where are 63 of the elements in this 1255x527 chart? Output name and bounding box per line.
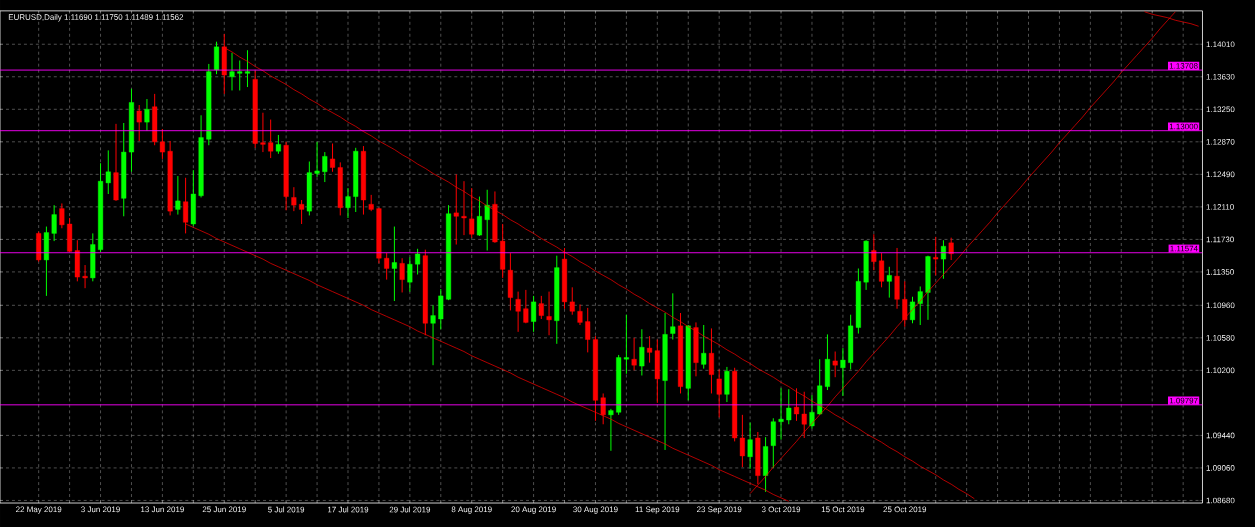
candlestick [430, 304, 436, 366]
candlestick [229, 52, 235, 91]
candlestick [933, 236, 939, 276]
candlestick [778, 387, 784, 441]
candlestick [701, 324, 707, 370]
candlestick [538, 295, 544, 320]
candlestick [314, 141, 320, 178]
candlestick [940, 239, 946, 280]
candlestick [59, 202, 65, 229]
candlestick [214, 41, 220, 75]
candlestick [291, 186, 297, 212]
candlestick [631, 337, 637, 371]
candlestick [144, 98, 150, 132]
candlestick [786, 388, 792, 425]
candlestick [832, 351, 838, 378]
candlestick [840, 347, 846, 397]
candlestick [569, 286, 575, 316]
candlestick [894, 247, 900, 310]
candlestick [469, 187, 475, 239]
candlestick [801, 391, 807, 439]
candlestick [770, 417, 776, 469]
candlestick [747, 422, 753, 470]
candlestick [909, 296, 916, 324]
candlestick [793, 387, 800, 422]
candlestick [82, 264, 88, 289]
candlestick [886, 266, 892, 299]
candlestick [484, 189, 490, 252]
candlestick [531, 295, 537, 333]
candlestick [453, 173, 459, 246]
candlestick [175, 175, 181, 216]
candlestick [716, 369, 722, 418]
candlestick [260, 112, 266, 153]
candlestick [345, 187, 351, 219]
candlestick [902, 280, 908, 328]
candlestick [809, 394, 815, 430]
candlestick [724, 366, 730, 403]
candlestick [399, 257, 405, 293]
candlestick [415, 248, 421, 275]
candlestick [546, 291, 552, 336]
candlestick [476, 196, 482, 237]
candlestick [299, 199, 305, 225]
candlestick [577, 303, 583, 326]
candlestick [322, 151, 328, 183]
candlestick [670, 292, 676, 341]
candlestick [948, 237, 954, 261]
candlestick [917, 285, 923, 326]
candlestick [515, 291, 521, 333]
candlestick [268, 119, 274, 159]
candlestick [600, 392, 606, 425]
candlestick [275, 134, 281, 155]
candlestick [136, 104, 142, 142]
candlestick [871, 233, 877, 271]
candlestick [523, 289, 529, 324]
candlestick [438, 288, 444, 330]
candlestick [708, 327, 714, 394]
candlestick [461, 180, 467, 236]
candlestick [51, 204, 57, 242]
candlestick [407, 256, 413, 293]
candlestick [879, 252, 885, 288]
candlestick [608, 408, 614, 452]
candlestick [639, 328, 645, 376]
candlestick [391, 226, 397, 302]
candlestick [384, 252, 390, 281]
